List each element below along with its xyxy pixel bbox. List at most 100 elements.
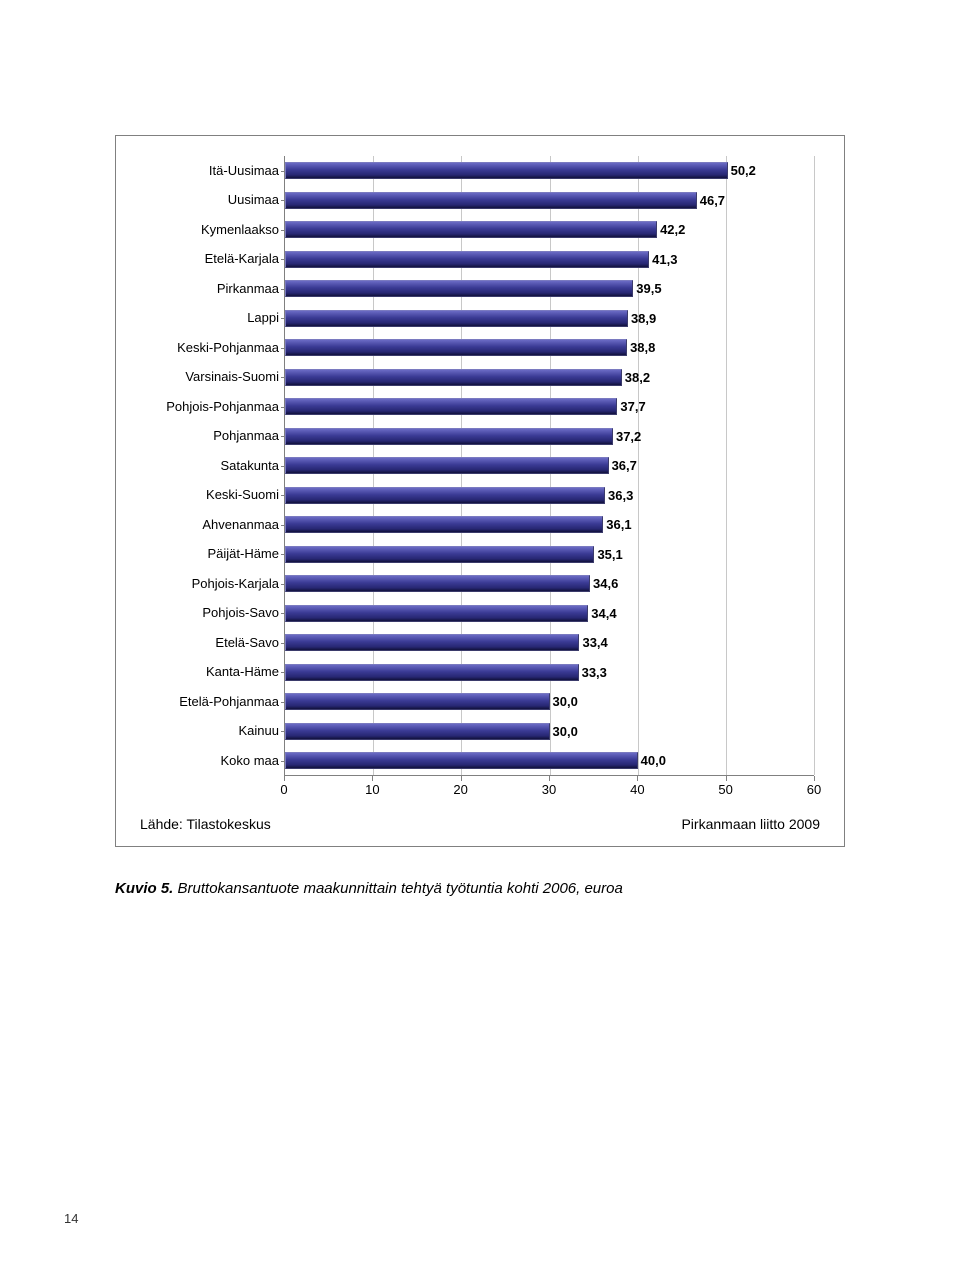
bar: 36,7 <box>285 457 609 474</box>
bar-row: Etelä-Karjala41,3 <box>285 245 814 275</box>
category-label: Kanta-Häme <box>134 665 285 679</box>
value-label: 37,2 <box>616 429 641 444</box>
x-tick-label: 0 <box>280 782 287 797</box>
bar: 34,6 <box>285 575 590 592</box>
bar: 46,7 <box>285 192 697 209</box>
x-tick-label: 10 <box>365 782 379 797</box>
bar-row: Pohjois-Karjala34,6 <box>285 569 814 599</box>
value-label: 37,7 <box>620 399 645 414</box>
category-label: Pohjois-Savo <box>134 606 285 620</box>
attribution-label: Pirkanmaan liitto 2009 <box>681 816 820 832</box>
bar-row: Koko maa40,0 <box>285 746 814 776</box>
value-label: 36,1 <box>606 517 631 532</box>
bar: 30,0 <box>285 693 550 710</box>
bar: 33,3 <box>285 664 579 681</box>
bar-row: Kymenlaakso42,2 <box>285 215 814 245</box>
bar-row: Satakunta36,7 <box>285 451 814 481</box>
caption-text: Bruttokansantuote maakunnittain tehtyä t… <box>173 880 622 897</box>
bar: 41,3 <box>285 251 649 268</box>
x-tick-mark <box>549 776 550 781</box>
bar-row: Lappi38,9 <box>285 304 814 334</box>
category-label: Etelä-Pohjanmaa <box>134 695 285 709</box>
bars-group: Itä-Uusimaa50,2Uusimaa46,7Kymenlaakso42,… <box>285 156 814 775</box>
bar-row: Keski-Suomi36,3 <box>285 481 814 511</box>
bar: 36,3 <box>285 487 605 504</box>
bar-row: Kainuu30,0 <box>285 717 814 747</box>
bar: 50,2 <box>285 162 728 179</box>
value-label: 35,1 <box>597 547 622 562</box>
x-tick-label: 50 <box>718 782 732 797</box>
bar: 34,4 <box>285 605 588 622</box>
bar: 35,1 <box>285 546 594 563</box>
bar-row: Etelä-Pohjanmaa30,0 <box>285 687 814 717</box>
bar-row: Päijät-Häme35,1 <box>285 540 814 570</box>
category-label: Keski-Pohjanmaa <box>134 341 285 355</box>
x-tick-mark <box>372 776 373 781</box>
x-tick-mark <box>637 776 638 781</box>
bar-row: Uusimaa46,7 <box>285 186 814 216</box>
category-label: Kymenlaakso <box>134 223 285 237</box>
category-label: Satakunta <box>134 459 285 473</box>
value-label: 30,0 <box>553 694 578 709</box>
value-label: 36,3 <box>608 488 633 503</box>
bar: 38,2 <box>285 369 622 386</box>
bar-row: Pohjois-Savo34,4 <box>285 599 814 629</box>
bar-row: Keski-Pohjanmaa38,8 <box>285 333 814 363</box>
value-label: 33,4 <box>582 635 607 650</box>
bar: 30,0 <box>285 723 550 740</box>
bar-row: Kanta-Häme33,3 <box>285 658 814 688</box>
value-label: 41,3 <box>652 252 677 267</box>
category-label: Pohjois-Karjala <box>134 577 285 591</box>
value-label: 33,3 <box>582 665 607 680</box>
bar: 33,4 <box>285 634 579 651</box>
value-label: 34,4 <box>591 606 616 621</box>
value-label: 40,0 <box>641 753 666 768</box>
value-label: 50,2 <box>731 163 756 178</box>
value-label: 30,0 <box>553 724 578 739</box>
category-label: Pohjois-Pohjanmaa <box>134 400 285 414</box>
bar: 37,7 <box>285 398 617 415</box>
source-label: Lähde: Tilastokeskus <box>140 816 271 832</box>
category-label: Lappi <box>134 311 285 325</box>
category-label: Ahvenanmaa <box>134 518 285 532</box>
bar-row: Etelä-Savo33,4 <box>285 628 814 658</box>
value-label: 34,6 <box>593 576 618 591</box>
bar-row: Varsinais-Suomi38,2 <box>285 363 814 393</box>
bar-row: Pirkanmaa39,5 <box>285 274 814 304</box>
category-label: Keski-Suomi <box>134 488 285 502</box>
chart-footer: Lähde: Tilastokeskus Pirkanmaan liitto 2… <box>140 816 820 832</box>
category-label: Etelä-Savo <box>134 636 285 650</box>
category-label: Varsinais-Suomi <box>134 370 285 384</box>
value-label: 38,2 <box>625 370 650 385</box>
category-label: Pohjanmaa <box>134 429 285 443</box>
gridline <box>814 156 815 775</box>
value-label: 38,8 <box>630 340 655 355</box>
caption-prefix: Kuvio 5. <box>115 880 173 897</box>
category-label: Itä-Uusimaa <box>134 164 285 178</box>
bar: 39,5 <box>285 280 633 297</box>
x-tick-mark <box>726 776 727 781</box>
category-label: Uusimaa <box>134 193 285 207</box>
value-label: 46,7 <box>700 193 725 208</box>
x-tick-mark <box>284 776 285 781</box>
x-axis-ticks: 0102030405060 <box>284 776 814 798</box>
x-tick-label: 40 <box>630 782 644 797</box>
bar: 38,8 <box>285 339 627 356</box>
x-tick-mark <box>461 776 462 781</box>
value-label: 39,5 <box>636 281 661 296</box>
value-label: 36,7 <box>612 458 637 473</box>
category-label: Päijät-Häme <box>134 547 285 561</box>
x-tick-mark <box>814 776 815 781</box>
category-label: Etelä-Karjala <box>134 252 285 266</box>
bar-row: Pohjanmaa37,2 <box>285 422 814 452</box>
category-label: Kainuu <box>134 724 285 738</box>
category-label: Koko maa <box>134 754 285 768</box>
x-tick-label: 30 <box>542 782 556 797</box>
chart-container: Itä-Uusimaa50,2Uusimaa46,7Kymenlaakso42,… <box>115 135 845 847</box>
bar-row: Ahvenanmaa36,1 <box>285 510 814 540</box>
value-label: 38,9 <box>631 311 656 326</box>
x-tick-label: 20 <box>453 782 467 797</box>
bar-row: Itä-Uusimaa50,2 <box>285 156 814 186</box>
plot-area: Itä-Uusimaa50,2Uusimaa46,7Kymenlaakso42,… <box>284 156 814 776</box>
x-tick-label: 60 <box>807 782 821 797</box>
